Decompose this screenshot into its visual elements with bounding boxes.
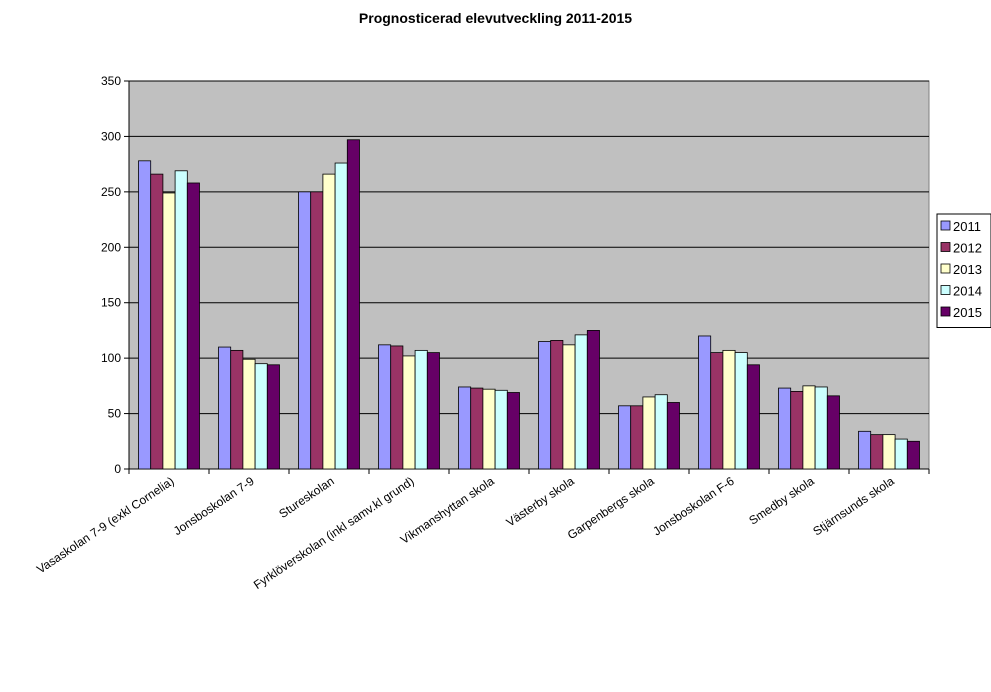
bar [298,191,312,470]
legend-swatch [940,285,951,295]
bar [482,388,496,470]
category-label: Smedby skola [746,474,817,528]
bar [538,341,552,470]
bar [562,344,576,470]
bar [150,173,164,470]
legend-label: 2015 [953,305,982,320]
bar [894,438,908,470]
y-tick-label: 50 [108,407,122,421]
bar [882,434,896,470]
category-label: Stjärnsunds skola [810,474,897,539]
bar [666,402,680,470]
y-tick-label: 0 [114,462,121,476]
bar [642,396,656,470]
bar [870,434,884,470]
bar [494,389,508,470]
bar [230,349,244,470]
legend-label: 2013 [953,262,982,277]
y-tick-label: 100 [101,351,121,365]
bar [790,390,804,470]
category-label: Stureskolan [276,474,336,521]
bar [722,349,736,470]
bar [858,430,872,470]
bar [402,355,416,470]
bar [414,349,428,470]
legend-swatch [940,242,951,252]
bar [378,344,392,470]
bar [426,352,440,470]
category-label: Fyrklöverskolan (inkl samv.kl grund) [251,474,417,592]
y-tick-label: 300 [101,129,121,143]
category-label: Garpenbergs skola [565,474,657,542]
bar [586,330,600,470]
bar [334,162,348,470]
y-tick-label: 350 [101,74,121,88]
legend-swatch [940,306,951,317]
bar [310,191,324,470]
legend-label: 2014 [953,284,982,299]
bar [574,334,588,470]
bar [734,352,748,470]
bar [174,170,188,470]
bar [778,387,792,470]
category-label: Jonsboskolan 7-9 [171,474,257,538]
bar [266,364,280,470]
bar [698,335,712,470]
bar [746,364,760,470]
bar [506,392,520,470]
bar [710,352,724,470]
bar [654,394,668,470]
bar [458,386,472,470]
bar [470,387,484,470]
bar [906,440,920,470]
bar [322,173,336,470]
y-tick-label: 200 [101,240,121,254]
category-label: Västerby skola [504,474,577,530]
bar [186,182,200,470]
bar [630,405,644,470]
bar [138,160,152,470]
bar [242,358,256,470]
category-label: Vasaskolan 7-9 (exkl Cornelia) [34,474,177,576]
bar [550,340,564,470]
y-tick-label: 250 [101,185,121,199]
bar [162,192,176,470]
bar [814,386,828,470]
bar [826,395,840,470]
legend-label: 2011 [953,219,981,234]
bar [346,139,360,470]
bar [254,363,268,470]
category-label: Jonsboskolan F-6 [650,474,737,539]
legend-swatch [940,263,951,274]
bar [618,405,632,470]
chart-title: Prognosticerad elevutveckling 2011-2015 [358,10,633,26]
legend-label: 2012 [953,241,982,256]
legend-swatch [940,220,951,231]
bar [218,346,232,470]
y-tick-label: 150 [101,296,121,310]
bar [390,345,404,470]
bar [802,385,816,470]
